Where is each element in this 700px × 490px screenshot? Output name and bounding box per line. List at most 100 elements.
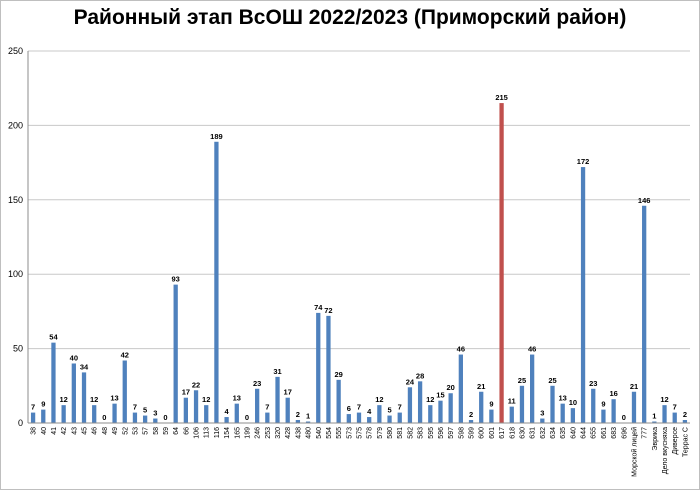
x-tick-label: 683 (611, 427, 618, 439)
data-label: 28 (416, 371, 424, 380)
data-label: 7 (673, 403, 677, 412)
x-tick-label: 45 (82, 427, 89, 435)
data-label: 12 (90, 395, 98, 404)
data-label: 146 (638, 196, 651, 205)
bar (356, 412, 362, 423)
data-label: 13 (110, 394, 118, 403)
bar (652, 421, 657, 423)
x-tick-label: 631 (530, 427, 537, 439)
y-tick-label: 0 (18, 418, 23, 428)
x-tick-label: 598 (458, 427, 465, 439)
bar (550, 385, 555, 423)
x-tick-label: Террас С (682, 427, 689, 457)
data-label: 7 (398, 403, 402, 412)
data-label: 22 (192, 380, 200, 389)
x-tick-label: 597 (448, 427, 455, 439)
data-label: 74 (314, 303, 323, 312)
bar (509, 406, 514, 423)
x-tick-label: 578 (367, 427, 374, 439)
bar (81, 372, 87, 423)
bar (92, 405, 97, 423)
data-label: 4 (225, 407, 230, 416)
bar (71, 363, 76, 423)
data-label: 12 (426, 395, 434, 404)
data-label: 15 (436, 391, 444, 400)
bar (682, 420, 688, 423)
bar (560, 403, 565, 423)
data-label: 24 (406, 377, 415, 386)
data-label: 93 (172, 275, 180, 284)
bar (295, 420, 301, 423)
bar (112, 403, 117, 423)
x-tick-label: 58 (153, 427, 160, 435)
bar (132, 412, 138, 423)
x-tick-label: 595 (428, 427, 435, 439)
bar (61, 405, 66, 423)
x-tick-label: 600 (479, 427, 486, 439)
x-tick-label: 64 (173, 427, 180, 435)
x-tick-label: 655 (591, 427, 598, 439)
data-label: 10 (569, 398, 577, 407)
x-tick-label: Диверсе (672, 427, 679, 455)
data-label: 17 (182, 388, 190, 397)
data-label: 2 (296, 410, 300, 419)
x-tick-label: 199 (244, 427, 251, 439)
data-label: 16 (609, 389, 617, 398)
x-tick-label: 580 (387, 427, 394, 439)
data-label: 25 (548, 376, 556, 385)
bar (438, 400, 443, 423)
bar (367, 417, 372, 423)
data-label: 29 (334, 370, 342, 379)
bar (305, 421, 311, 423)
data-label: 13 (559, 394, 567, 403)
data-label: 12 (375, 395, 383, 404)
data-label: 54 (49, 333, 58, 342)
data-label: 46 (528, 345, 536, 354)
bar (570, 408, 576, 423)
bar (580, 167, 586, 423)
x-tick-label: 618 (509, 427, 516, 439)
data-label: 23 (253, 379, 261, 388)
bar (540, 418, 545, 423)
x-tick-label: 41 (51, 427, 58, 435)
bar (336, 379, 341, 423)
bar (662, 405, 667, 423)
data-label: 1 (306, 412, 310, 421)
bar (377, 405, 382, 423)
x-tick-label: 581 (397, 427, 404, 439)
bar (214, 141, 219, 423)
bar (183, 397, 189, 423)
data-label: 21 (477, 382, 485, 391)
data-label: 34 (80, 362, 89, 371)
x-tick-label: 42 (61, 427, 68, 435)
x-tick-label: 106 (194, 427, 201, 439)
x-tick-label: 113 (204, 427, 211, 438)
x-tick-label: 43 (71, 427, 78, 435)
bar (458, 354, 463, 423)
bar (428, 405, 433, 423)
bar (611, 399, 616, 423)
bar (591, 388, 596, 423)
data-label: 172 (577, 157, 590, 166)
data-label: 0 (622, 413, 626, 422)
bar (519, 385, 525, 423)
x-tick-label: 52 (122, 427, 129, 435)
bar (642, 205, 647, 423)
data-label: 11 (508, 397, 516, 406)
bar (499, 103, 504, 423)
data-label: 12 (202, 395, 210, 404)
x-tick-label: 599 (469, 427, 476, 439)
bar (407, 387, 413, 423)
x-tick-label: 575 (357, 427, 364, 439)
data-label: 72 (324, 306, 332, 315)
data-label: 9 (601, 400, 605, 409)
x-axis-labels: 38 40 41 42 43 45 46 48 49 52 53 57 58 59 64 66 106 113 11… (31, 427, 690, 477)
x-tick-label: 53 (132, 427, 139, 435)
x-tick-label: 480 (306, 427, 313, 439)
x-tick-label: Эврика (652, 427, 659, 451)
x-tick-label: 320 (275, 427, 282, 439)
x-tick-label: 596 (438, 427, 445, 439)
bar (255, 388, 260, 423)
